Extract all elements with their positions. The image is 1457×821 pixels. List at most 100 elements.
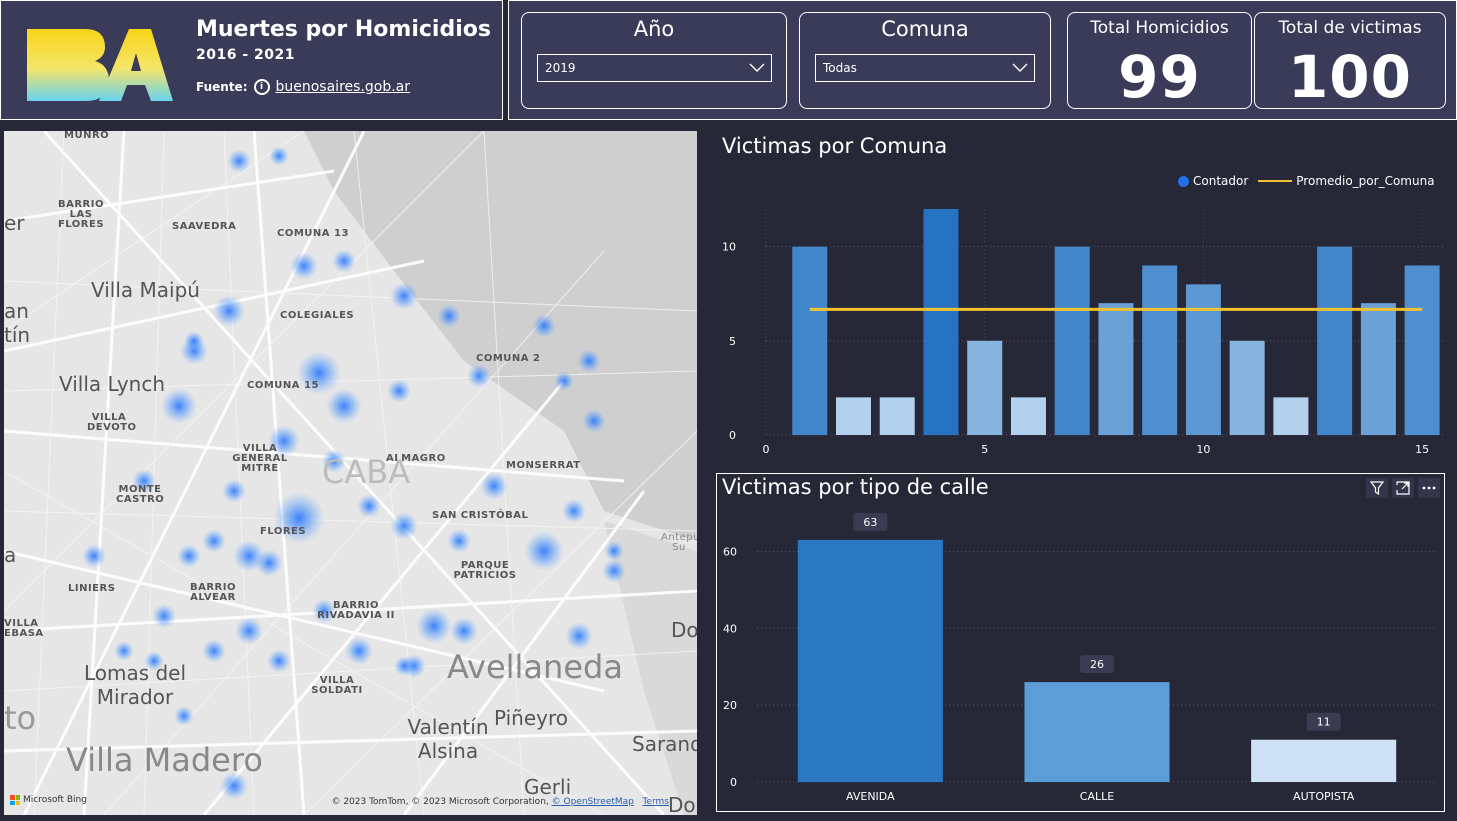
map-label-gerli: Gerli (524, 775, 572, 799)
map-label-caba: CABA (322, 453, 411, 491)
map-label-saavedra: SAAVEDRA (172, 221, 237, 232)
kpi-homicidios-value: 99 (1118, 43, 1201, 111)
legend-label-contador: Contador (1193, 174, 1249, 188)
kpi-victimas-label: Total de victimas (1278, 18, 1422, 38)
x-tick-label: 0 (763, 443, 770, 456)
bar-comuna-1 (792, 246, 828, 435)
comuna-filter-label: Comuna (881, 17, 969, 41)
map-label-barrio-alvear: BARRIO ALVEAR (190, 582, 236, 603)
map-label-do2: Do (668, 793, 696, 815)
kpi-victimas-value: 100 (1287, 43, 1413, 111)
bar-autopista (1251, 739, 1397, 782)
map-label-comuna15: COMUNA 15 (247, 380, 319, 391)
bing-logo: Microsoft Bing (10, 795, 87, 805)
y-tick-label: 60 (723, 545, 737, 558)
bar-comuna-13 (1317, 246, 1353, 435)
bar-comuna-15 (1404, 265, 1440, 435)
map-label-comuna13: COMUNA 13 (277, 228, 349, 239)
bing-text: Microsoft Bing (23, 795, 87, 805)
map-label-san-cristobal: SAN CRISTÓBAL (432, 510, 529, 521)
terms-link[interactable]: Terms (642, 797, 669, 807)
source-link[interactable]: buenosaires.gob.ar (275, 79, 411, 95)
attribution-text: © 2023 TomTom, © 2023 Microsoft Corporat… (331, 797, 549, 807)
map-label-barrio-rivadavia: BARRIO RIVADAVIA II (317, 600, 395, 621)
map-label-pineyro: Piñeyro (494, 706, 569, 730)
map-label-villa-lebasa: VILLA EBASA (4, 618, 44, 639)
y-tick-label: 0 (729, 429, 736, 442)
x-category-label: AVENIDA (846, 790, 895, 803)
year-filter-card: Año 2019 (521, 12, 787, 109)
data-label: 26 (1090, 658, 1104, 671)
comuna-dropdown[interactable]: Todas (815, 54, 1035, 82)
bar-comuna-6 (1010, 397, 1046, 435)
map-label-sarand: Sarand (632, 732, 697, 756)
comuna-bar-chart[interactable]: 0 5 10 0 5 10 15 (710, 195, 1452, 467)
osm-link[interactable]: © OpenStreetMap (551, 797, 634, 807)
page-title: Muertes por Homicidios (196, 17, 491, 42)
y-tick-label: 10 (722, 241, 736, 254)
map-label-villa-soldati: VILLA SOLDATI (311, 675, 363, 696)
filter-icon[interactable] (1366, 478, 1388, 498)
x-tick-label: 5 (981, 443, 988, 456)
y-tick-label: 0 (730, 776, 737, 789)
heat-map[interactable]: MUNRO BARRIO LAS FLORES SAAVEDRA COMUNA … (4, 131, 697, 815)
bar-comuna-3 (879, 397, 915, 435)
chevron-down-icon (749, 63, 765, 72)
legend-label-promedio: Promedio_por_Comuna (1296, 174, 1435, 188)
comuna-filter-card: Comuna Todas (799, 12, 1051, 109)
map-label-villa-maipu: Villa Maipú (91, 278, 200, 302)
comuna-dropdown-value: Todas (823, 61, 857, 75)
x-category-label: AUTOPISTA (1293, 790, 1355, 803)
microsoft-icon (10, 795, 20, 805)
map-label-er: er (4, 211, 25, 235)
map-label-monte-castro: MONTE CASTRO (116, 484, 165, 505)
map-label-avellaneda: Avellaneda (447, 648, 623, 686)
map-label-antep: Antepu Su (661, 532, 697, 553)
bar-comuna-7 (1054, 246, 1090, 435)
map-label-flores: FLORES (260, 526, 307, 537)
map-label-a: a (4, 543, 17, 567)
ba-logo (27, 29, 173, 101)
map-label-an: an (4, 299, 29, 323)
year-filter-label: Año (633, 17, 675, 41)
bar-comuna-11 (1229, 340, 1265, 435)
brand-header: Muertes por Homicidios 2016 - 2021 Fuent… (0, 0, 503, 120)
map-label-villa-devoto: VILLA DEVOTO (87, 412, 137, 433)
info-icon: i (253, 79, 270, 95)
bar-calle (1024, 682, 1170, 782)
map-label-parque-patricios: PARQUE PATRICIOS (453, 560, 517, 581)
calle-bar-chart[interactable]: 0 20 40 60 63 AVENIDA 26 CALLE 11 AUTOPISTA (717, 509, 1444, 811)
visual-toolbar (1366, 478, 1440, 498)
map-label-almagro: ALMAGRO (386, 453, 446, 464)
map-base (4, 131, 697, 815)
y-tick-label: 40 (723, 622, 737, 635)
map-label-liniers: LINIERS (68, 583, 116, 594)
data-label-bg (853, 512, 888, 531)
source-line: Fuente: i buenosaires.gob.ar (196, 79, 410, 95)
focus-mode-icon[interactable] (1392, 478, 1414, 498)
kpi-homicidios-card: Total Homicidios 99 (1067, 12, 1252, 111)
map-label-munro: MUNRO (64, 131, 110, 141)
data-label: 63 (863, 516, 877, 529)
bar-comuna-12 (1273, 397, 1309, 435)
year-dropdown-value: 2019 (545, 61, 576, 75)
data-label-bg (1080, 655, 1114, 674)
source-label: Fuente: (196, 80, 248, 94)
bar-comuna-4 (923, 209, 959, 435)
legend-marker-contador (1178, 175, 1189, 187)
year-dropdown[interactable]: 2019 (537, 54, 772, 82)
y-tick-label: 5 (729, 335, 736, 348)
map-label-monserrat: MONSERRAT (506, 460, 581, 471)
bar-comuna-2 (835, 397, 871, 435)
filters-strip: Año 2019 Comuna Todas Total Homicidios 9… (508, 0, 1457, 120)
map-label-villa-madero: Villa Madero (66, 741, 263, 779)
x-category-label: CALLE (1080, 790, 1114, 803)
map-label-lomas-del-mirador: Lomas del Mirador (83, 661, 187, 709)
bar-comuna-9 (1142, 265, 1178, 435)
map-label-do: Do (671, 618, 697, 642)
bar-comuna-8 (1098, 303, 1134, 435)
more-options-icon[interactable] (1418, 478, 1440, 498)
map-label-to: to (4, 699, 37, 737)
bar-avenida (797, 539, 943, 782)
map-label-barrio-las-flores: BARRIO LAS FLORES (57, 199, 105, 230)
